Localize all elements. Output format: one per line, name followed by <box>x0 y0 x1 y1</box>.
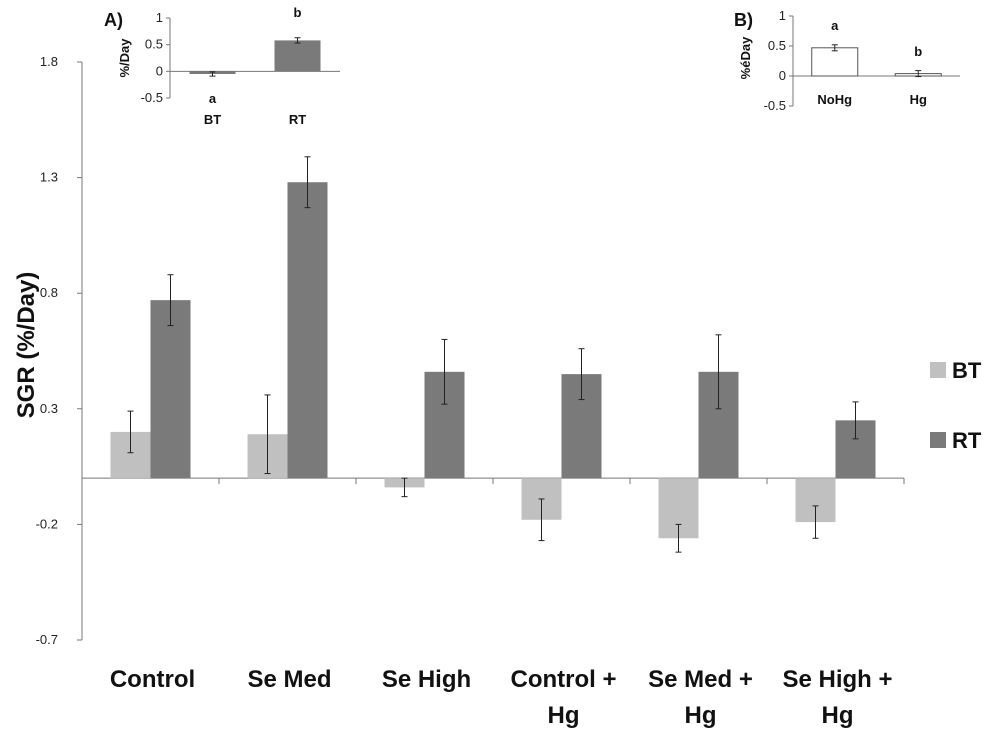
inset-y-tick-label: 1 <box>779 8 786 23</box>
category-label: Se High <box>382 666 471 693</box>
legend: BT RT <box>930 358 982 453</box>
y-tick-label: -0.2 <box>36 516 58 531</box>
inset-a-panel-label: A) <box>104 10 123 30</box>
legend-label-bt: BT <box>952 358 982 383</box>
legend-swatch-bt <box>930 362 946 378</box>
category-label: Control + <box>511 666 617 693</box>
inset-significance-letter: b <box>914 44 922 59</box>
inset-b-chart: B) %éDay 1 0.5 0 -0.5 a NoHg b Hg <box>734 8 960 113</box>
inset-b-y-axis-label: %éDay <box>738 36 753 79</box>
legend-label-rt: RT <box>952 428 982 453</box>
bar-rt-2 <box>287 182 328 479</box>
inset-y-tick-label: 0.5 <box>768 38 786 53</box>
inset-significance-letter: b <box>294 5 302 20</box>
bar-rt-1 <box>150 300 191 479</box>
y-tick-label: 0.8 <box>40 285 58 300</box>
inset-y-tick-label: 0.5 <box>145 37 163 52</box>
inset-bar-2 <box>274 40 321 72</box>
legend-swatch-rt <box>930 432 946 448</box>
inset-category-label: RT <box>289 112 306 127</box>
y-tick-label: -0.7 <box>36 632 58 647</box>
inset-a-content: 1 0.5 0 -0.5 a BT b RT <box>141 5 340 127</box>
inset-y-tick-label: 1 <box>156 10 163 25</box>
inset-b-panel-label: B) <box>734 10 753 30</box>
inset-significance-letter: a <box>209 91 217 106</box>
category-label: Se Med <box>247 666 331 693</box>
inset-y-tick-label: 0 <box>156 63 163 78</box>
inset-category-label: Hg <box>910 92 927 107</box>
main-category-labels: Control Se Med Se High Control + Hg Se Med + H… <box>110 666 893 729</box>
inset-b-content: 1 0.5 0 -0.5 a NoHg b Hg <box>764 8 960 113</box>
category-label: Control <box>110 666 195 693</box>
main-y-ticks: 1.8 1.3 0.8 0.3 -0.2 -0.7 <box>36 54 82 647</box>
category-label: Se High + <box>782 666 892 693</box>
inset-y-tick-label: -0.5 <box>764 98 786 113</box>
main-chart: SGR (%/Day) 1.8 1.3 0.8 0.3 -0.2 -0.7 Control… <box>13 54 982 729</box>
category-label: Se Med + <box>648 666 753 693</box>
inset-a-y-axis-label: %/Day <box>117 38 132 78</box>
inset-y-tick-label: 0 <box>779 68 786 83</box>
inset-category-label: NoHg <box>817 92 852 107</box>
inset-bar-1 <box>811 47 859 77</box>
inset-category-label: BT <box>204 112 221 127</box>
inset-y-tick-label: -0.5 <box>141 90 163 105</box>
category-label: Hg <box>685 702 717 729</box>
category-label: Hg <box>548 702 580 729</box>
y-tick-label: 1.8 <box>40 54 58 69</box>
y-tick-label: 1.3 <box>40 170 58 185</box>
main-bars <box>110 156 876 553</box>
y-tick-label: 0.3 <box>40 401 58 416</box>
main-axes <box>81 62 905 640</box>
main-y-axis-label: SGR (%/Day) <box>13 272 40 419</box>
inset-significance-letter: a <box>831 18 839 33</box>
category-label: Hg <box>822 702 854 729</box>
inset-a-chart: A) %/Day 1 0.5 0 -0.5 a BT b RT <box>104 5 340 127</box>
